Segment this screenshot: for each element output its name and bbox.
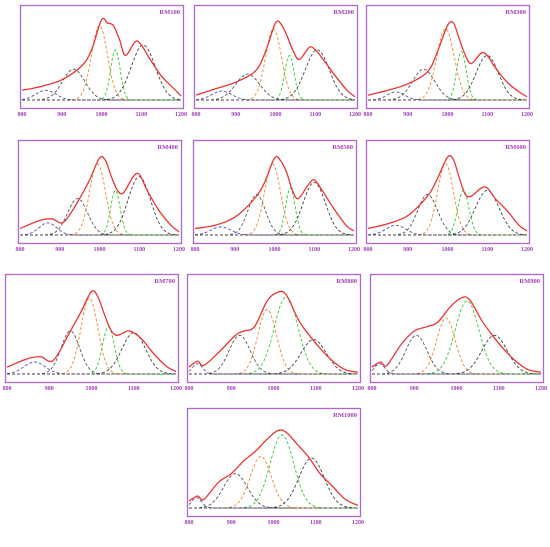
- x-tick: 800: [185, 386, 194, 392]
- envelope-line: [19, 155, 180, 233]
- x-tick: 1000: [270, 112, 282, 118]
- x-tick: 1100: [310, 520, 322, 526]
- panel-frame: [4, 273, 180, 384]
- x-tick: 900: [227, 520, 236, 526]
- panel-label: RM900: [519, 278, 540, 285]
- panel-rm700: RM700 800 900 1000 1100 1200: [3, 273, 182, 392]
- panel-label: RM700: [154, 278, 175, 285]
- envelope-line: [367, 155, 528, 232]
- panel-rm100: RM100 800 900 1000 1100 1200: [18, 4, 187, 118]
- panel-rm400: RM400 800 900 1000 1100 1200: [16, 139, 185, 253]
- panel-label: RM100: [159, 9, 180, 16]
- envelope-line: [21, 17, 182, 97]
- x-tick: 800: [368, 386, 377, 392]
- component-peak: [20, 222, 179, 236]
- envelope-line: [367, 20, 528, 98]
- panel-frame: [365, 4, 531, 110]
- x-tick: 1000: [442, 247, 454, 253]
- x-tick: 1100: [308, 247, 320, 253]
- x-tick: 1100: [135, 112, 147, 118]
- x-tick: 800: [364, 247, 373, 253]
- envelope-line: [195, 20, 356, 98]
- x-tick: 1100: [481, 112, 493, 118]
- panel-rm900: RM900 800 900 1000 1100 1200: [368, 273, 547, 392]
- x-tick: 1100: [128, 386, 140, 392]
- x-tick: 1100: [133, 247, 145, 253]
- x-tick: 900: [55, 247, 64, 253]
- x-tick: 800: [191, 247, 200, 253]
- x-tick: 1000: [94, 247, 106, 253]
- envelope-line: [371, 296, 542, 373]
- panel-label: RM400: [157, 144, 178, 151]
- x-tick: 800: [16, 247, 25, 253]
- x-tick: 800: [185, 520, 194, 526]
- x-tick: 900: [45, 386, 54, 392]
- x-tick: 800: [18, 112, 27, 118]
- x-tick: 900: [231, 112, 240, 118]
- x-tick: 1200: [521, 112, 533, 118]
- x-tick: 1200: [352, 520, 364, 526]
- panel-label: RM1000: [333, 412, 357, 419]
- envelope-line: [188, 429, 359, 506]
- panel-frame: [186, 407, 362, 518]
- panel-frame: [186, 273, 362, 384]
- x-tick: 1000: [269, 247, 281, 253]
- x-tick: 900: [410, 386, 419, 392]
- panel-frame: [192, 139, 358, 245]
- panel-rm1000: RM1000 800 900 1000 1100 1200: [185, 407, 364, 526]
- panel-rm800: RM800 800 900 1000 1100 1200: [185, 273, 364, 392]
- panel-rm200: RM200 800 900 1000 1100 1200: [192, 4, 361, 118]
- panel-frame: [17, 139, 183, 245]
- x-tick: 1200: [170, 386, 182, 392]
- x-tick: 900: [227, 386, 236, 392]
- x-tick: 800: [3, 386, 12, 392]
- x-tick: 1000: [268, 520, 280, 526]
- x-tick: 1000: [86, 386, 98, 392]
- panel-label: RM500: [332, 144, 353, 151]
- x-tick: 1200: [352, 386, 364, 392]
- panel-rm500: RM500 800 900 1000 1100 1200: [191, 139, 360, 253]
- x-tick: 1100: [493, 386, 505, 392]
- envelope-line: [194, 155, 355, 232]
- panel-label: RM200: [333, 9, 354, 16]
- panel-label: RM600: [505, 144, 526, 151]
- panel-rm600: RM600 800 900 1000 1100 1200: [364, 139, 533, 253]
- panel-frame: [193, 4, 359, 110]
- envelope-line: [188, 290, 359, 373]
- x-tick: 1200: [173, 247, 185, 253]
- panel-label: RM800: [336, 278, 357, 285]
- x-tick: 900: [403, 247, 412, 253]
- panel-frame: [369, 273, 545, 384]
- x-tick: 1200: [349, 112, 361, 118]
- panel-frame: [19, 4, 185, 110]
- x-tick: 900: [403, 112, 412, 118]
- x-tick: 800: [364, 112, 373, 118]
- envelope-line: [6, 289, 177, 372]
- x-tick: 1200: [521, 247, 533, 253]
- x-tick: 1000: [96, 112, 108, 118]
- x-tick: 1100: [481, 247, 493, 253]
- x-tick: 1100: [309, 112, 321, 118]
- panel-label: RM300: [505, 9, 526, 16]
- x-tick: 1200: [348, 247, 360, 253]
- x-tick: 900: [230, 247, 239, 253]
- component-peak: [189, 309, 358, 375]
- x-tick: 1000: [442, 112, 454, 118]
- component-peak: [189, 473, 358, 509]
- x-tick: 1100: [310, 386, 322, 392]
- panel-frame: [365, 139, 531, 245]
- x-tick: 1000: [268, 386, 280, 392]
- x-tick: 1200: [535, 386, 547, 392]
- panel-rm300: RM300 800 900 1000 1100 1200: [364, 4, 533, 118]
- x-tick: 1200: [175, 112, 187, 118]
- x-tick: 800: [192, 112, 201, 118]
- x-tick: 1000: [451, 386, 463, 392]
- x-tick: 900: [57, 112, 66, 118]
